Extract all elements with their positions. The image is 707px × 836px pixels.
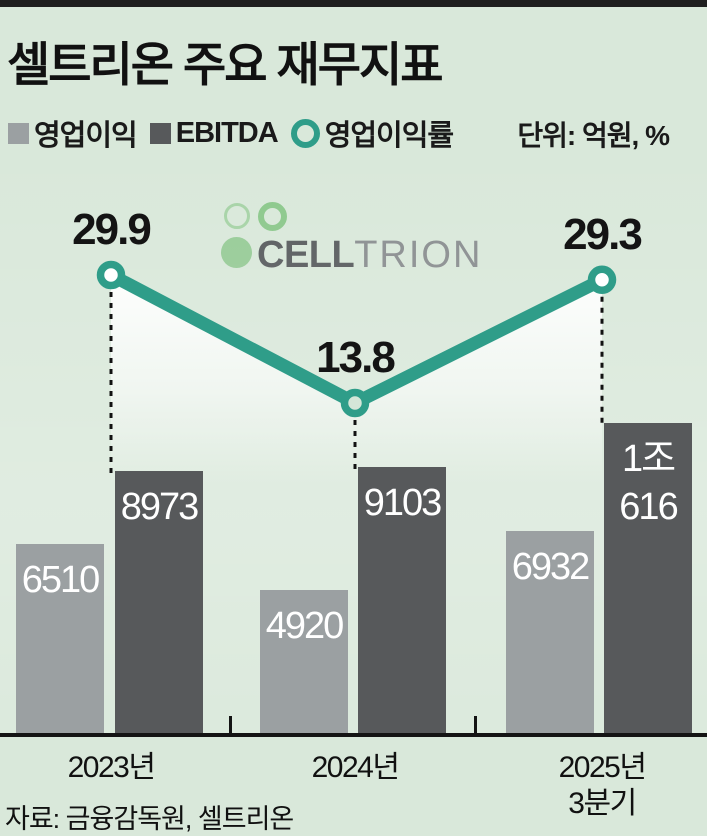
page-title: 셀트리온 주요 재무지표: [7, 38, 444, 91]
ebitda-bar: 1조 616: [604, 422, 692, 735]
chart-area: 6510 4920 6932 8973 9103 1조 616 29.9 13.8 29.3: [0, 150, 707, 737]
ebitda-bar: 8973: [115, 471, 203, 735]
ebitda-bar-value: 8973: [120, 486, 200, 529]
op-profit-bar-value: 4920: [265, 605, 345, 648]
margin-point-marker: [340, 388, 370, 418]
axis-tick: [474, 716, 477, 733]
margin-value-label: 29.3: [563, 209, 643, 259]
margin-point-marker: [96, 260, 126, 290]
logo-ring-icon: [258, 202, 287, 231]
op-profit-bar: 6510: [16, 543, 104, 735]
unit-label: 단위: 억원, %: [517, 120, 670, 151]
x-axis-line: [0, 733, 707, 737]
op-profit-bar: 4920: [260, 590, 348, 735]
legend-item-operating-profit: 영업이익: [8, 112, 138, 154]
axis-tick: [229, 716, 232, 733]
x-axis-category-label: 2025년 3분기: [558, 751, 647, 820]
legend-item-ebitda: EBITDA: [149, 116, 279, 150]
operating-profit-swatch-icon: [8, 122, 29, 144]
operating-margin-ring-icon: [290, 118, 320, 148]
ebitda-bar-value: 9103: [363, 482, 443, 525]
margin-value-label: 29.9: [72, 205, 152, 254]
ebitda-bar-value: 1조 616: [619, 437, 678, 528]
op-profit-bar-value: 6510: [21, 558, 101, 601]
legend: 영업이익 EBITDA 영업이익률: [8, 112, 454, 154]
logo-filled-circle-icon: [221, 237, 252, 268]
legend-label: 영업이익: [34, 120, 138, 152]
ebitda-swatch-icon: [149, 122, 171, 144]
legend-item-operating-margin: 영업이익률: [290, 112, 454, 154]
op-profit-bar-value: 6932: [511, 546, 591, 589]
ebitda-bar: 9103: [358, 467, 446, 735]
x-axis-category-label: 2024년: [311, 751, 400, 784]
margin-value-label: 13.8: [316, 332, 396, 382]
source-note: 자료: 금융감독원, 셀트리온: [5, 804, 294, 834]
legend-label: 영업이익률: [324, 120, 454, 152]
margin-point-marker: [587, 265, 617, 295]
legend-label: EBITDA: [175, 116, 279, 149]
op-profit-bar: 6932: [506, 531, 594, 735]
top-accent-bar: [0, 0, 707, 7]
x-axis-category-label: 2023년: [67, 751, 156, 784]
logo-circle-outline-icon: [224, 203, 250, 229]
